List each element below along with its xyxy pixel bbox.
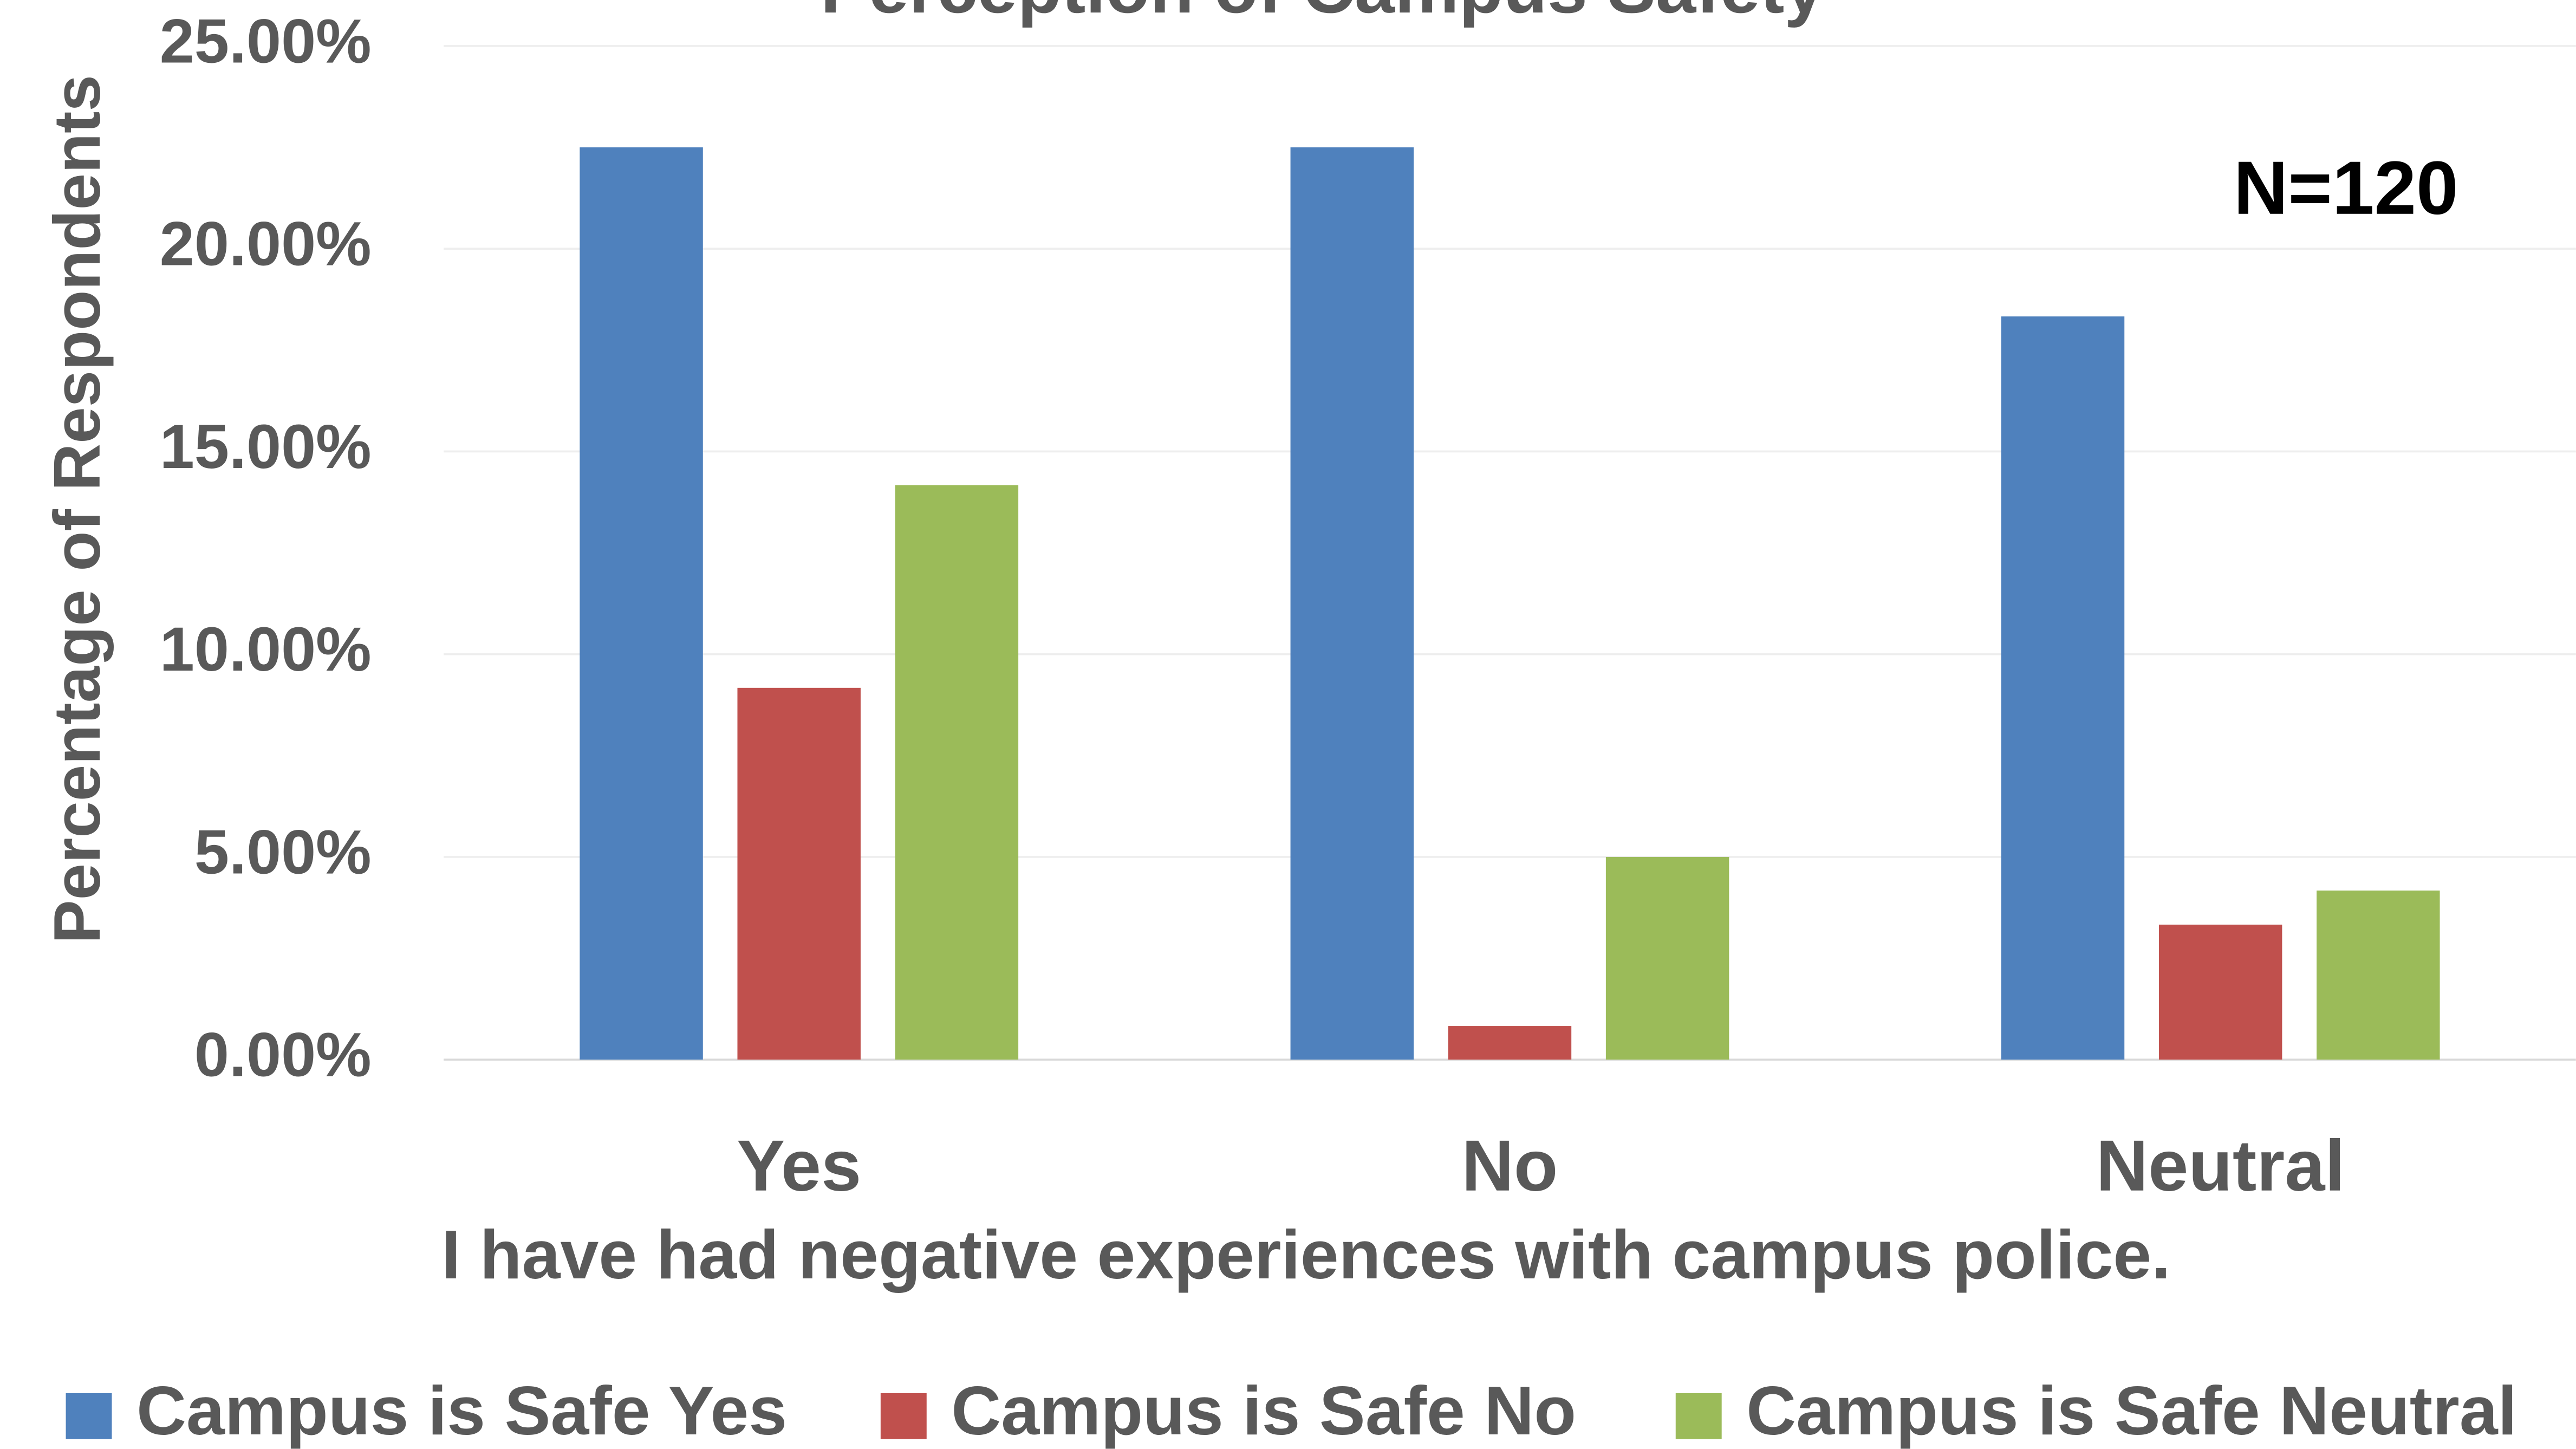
y-tick-label: 20.00% — [160, 210, 372, 279]
bar — [2001, 316, 2125, 1060]
legend-swatch — [1675, 1393, 1722, 1439]
y-tick-label: 0.00% — [194, 1021, 372, 1090]
legend-swatch — [66, 1393, 112, 1439]
x-axis-label: I have had negative experiences with cam… — [441, 1216, 2171, 1293]
bar — [1290, 147, 1414, 1060]
legend-label: Campus is Safe Neutral — [1746, 1372, 2517, 1449]
bar — [1448, 1026, 1572, 1060]
bar — [2317, 891, 2440, 1060]
chart-title: Perception of Campus Safety — [821, 0, 1825, 28]
x-tick-label: Neutral — [2096, 1126, 2345, 1206]
legend-label: Campus is Safe No — [951, 1372, 1576, 1449]
y-tick-label: 10.00% — [160, 615, 372, 684]
x-tick-label: Yes — [737, 1126, 861, 1206]
bar — [1605, 856, 1729, 1060]
legend-label: Campus is Safe Yes — [136, 1372, 787, 1449]
bar — [580, 147, 703, 1060]
bar — [2158, 924, 2282, 1060]
y-tick-label: 5.00% — [194, 817, 372, 887]
bar — [737, 687, 861, 1060]
y-axis-label: Percentage of Respondents — [40, 75, 114, 944]
y-tick-label: 15.00% — [160, 412, 372, 482]
annotation: N=120 — [2234, 146, 2458, 230]
legend-swatch — [880, 1393, 927, 1439]
bar — [895, 485, 1019, 1060]
y-tick-label: 25.00% — [160, 7, 372, 76]
x-tick-label: No — [1462, 1126, 1558, 1206]
